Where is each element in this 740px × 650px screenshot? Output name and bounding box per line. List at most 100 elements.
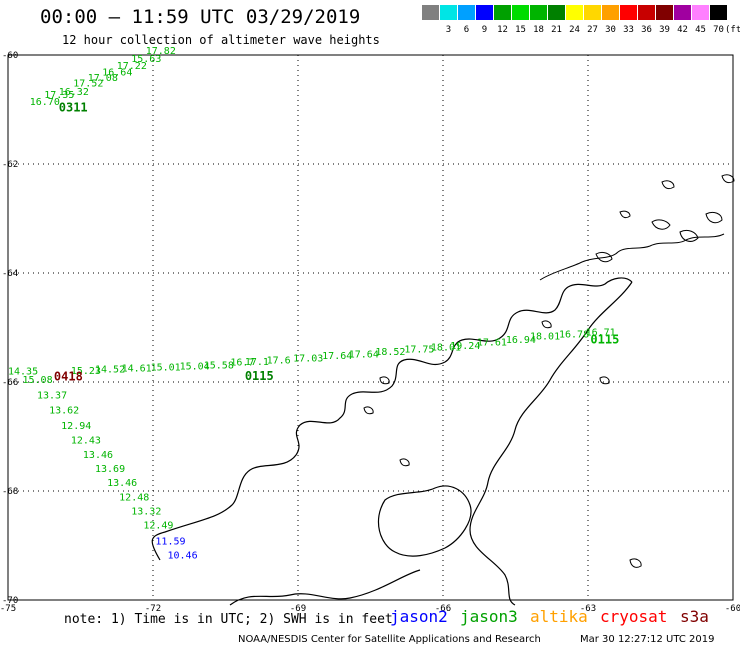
wave-height-value: 13.37: [37, 390, 67, 401]
scale-swatch: [638, 5, 655, 20]
pass-time-label: 0311: [59, 101, 88, 115]
scale-label: 21: [551, 25, 562, 35]
wave-height-value: 15.04: [180, 361, 210, 372]
scale-label: 3: [445, 25, 452, 35]
pass-time-label: 0115: [245, 369, 274, 383]
wave-height-value: 13.46: [107, 478, 137, 489]
wave-height-value: 17.08: [88, 73, 118, 84]
scale-label: 15: [515, 25, 526, 35]
scale-label: 9: [481, 25, 488, 35]
wave-height-value: 16.70: [30, 97, 60, 108]
coastline-east: [469, 281, 633, 606]
scale-label: 24: [569, 25, 580, 35]
wave-height-value: 16.94: [506, 335, 536, 346]
pass-time-label: 0418: [54, 369, 83, 383]
scale-label: 39: [659, 25, 670, 35]
coastline-islands-east: [595, 174, 735, 263]
satellite-pass: 15.2314.5214.6115.0115.0415.5816.717.117…: [71, 328, 616, 383]
wave-height-value: 13.62: [49, 406, 79, 417]
latitude-label: -70: [2, 596, 18, 606]
wave-height-value: 15.23: [71, 366, 101, 377]
coastline-mainland: [151, 277, 633, 561]
wave-height-value: 14.61: [122, 364, 152, 375]
longitude-label: -66: [435, 604, 451, 614]
coastline-alexander-island: [377, 485, 472, 557]
satellite-legend-item: altika: [530, 607, 588, 626]
wave-height-value: 16.7: [230, 358, 254, 369]
scale-label: 30: [605, 25, 616, 35]
wave-height-value: 12.49: [143, 521, 173, 532]
graticule: [8, 55, 733, 600]
wave-height-value: 17.64: [349, 349, 379, 360]
satellite-legend-item: cryosat: [600, 607, 668, 626]
scale-unit: (ft): [725, 25, 740, 35]
scale-swatch: [512, 5, 529, 20]
wave-height-value: 16.78: [559, 329, 589, 340]
wave-height-value: 18.52: [375, 347, 405, 358]
credit-line: NOAA/NESDIS Center for Satellite Applica…: [238, 634, 541, 645]
footer-note: note: 1) Time is in UTC; 2) SWH is in fe…: [64, 612, 393, 627]
wave-height-value: 17.64: [322, 351, 352, 362]
wave-height-value: 17.75: [404, 345, 434, 356]
wave-height-value: 17.22: [117, 61, 147, 72]
scale-swatch: [458, 5, 475, 20]
generated-timestamp: Mar 30 12:27:12 UTC 2019: [580, 634, 715, 645]
wave-height-value: 10.46: [168, 551, 198, 562]
scale-swatch: [440, 5, 457, 20]
scale-swatch: [710, 5, 727, 20]
wave-height-value: 13.46: [83, 450, 113, 461]
wave-height-value: 17.03: [293, 353, 323, 364]
scale-label: 27: [587, 25, 598, 35]
map-frame: [7, 54, 734, 601]
scale-label: 18: [533, 25, 544, 35]
scale-swatch: [620, 5, 637, 20]
scale-swatch: [530, 5, 547, 20]
wave-height-value: 16.71: [586, 328, 616, 339]
wave-height-value: 19.24: [450, 341, 480, 352]
coastline-islands-west: [363, 320, 642, 568]
wave-height-value: 11.59: [155, 536, 185, 547]
latitude-label: -62: [2, 160, 18, 170]
scale-swatch: [602, 5, 619, 20]
scale-swatch: [476, 5, 493, 20]
wave-height-value: 16.32: [59, 87, 89, 98]
satellite-legend-item: s3a: [680, 607, 709, 626]
satellite-legend-item: jason3: [460, 607, 518, 626]
wave-height-value: 17.6: [267, 355, 291, 366]
scale-swatch: [656, 5, 673, 20]
scale-label: 36: [641, 25, 652, 35]
longitude-label: -63: [580, 604, 596, 614]
wave-height-value: 14.52: [95, 365, 125, 376]
wave-height-value: 13.69: [95, 464, 125, 475]
longitude-label: -60: [725, 604, 740, 614]
scale-swatch: [422, 5, 439, 20]
scale-swatch: [674, 5, 691, 20]
scale-label: 70: [713, 25, 724, 35]
scale-label: 42: [677, 25, 688, 35]
satellite-legend-item: jason2: [390, 607, 448, 626]
wave-height-value: 15.08: [23, 375, 53, 386]
coastline: [151, 174, 735, 606]
map-subtitle: 12 hour collection of altimeter wave hei…: [62, 33, 380, 47]
scale-label: 12: [497, 25, 508, 35]
wave-height-value: 17.1: [245, 357, 269, 368]
wave-height-value: 18.01: [431, 342, 461, 353]
wave-height-value: 12.43: [71, 436, 101, 447]
latitude-label: -68: [2, 487, 18, 497]
scale-swatch: [692, 5, 709, 20]
wave-height-value: 17.82: [146, 46, 176, 57]
wave-height-value: 17.61: [477, 337, 507, 348]
pass-time-label: 0115: [590, 332, 619, 346]
wave-height-value: 12.94: [61, 421, 91, 432]
latitude-label: -64: [2, 269, 18, 279]
wave-height-value: 16.64: [102, 68, 132, 79]
longitude-label: -69: [290, 604, 306, 614]
coastline-south-shetland: [539, 233, 725, 281]
wave-height-value: 15.58: [204, 360, 234, 371]
coastline-south: [229, 569, 421, 606]
latitude-label: -60: [2, 51, 18, 61]
wave-height-observations: 16.7017.3516.3217.5217.0816.6417.2215.63…: [8, 46, 619, 562]
wave-height-value: 14.35: [8, 366, 38, 377]
